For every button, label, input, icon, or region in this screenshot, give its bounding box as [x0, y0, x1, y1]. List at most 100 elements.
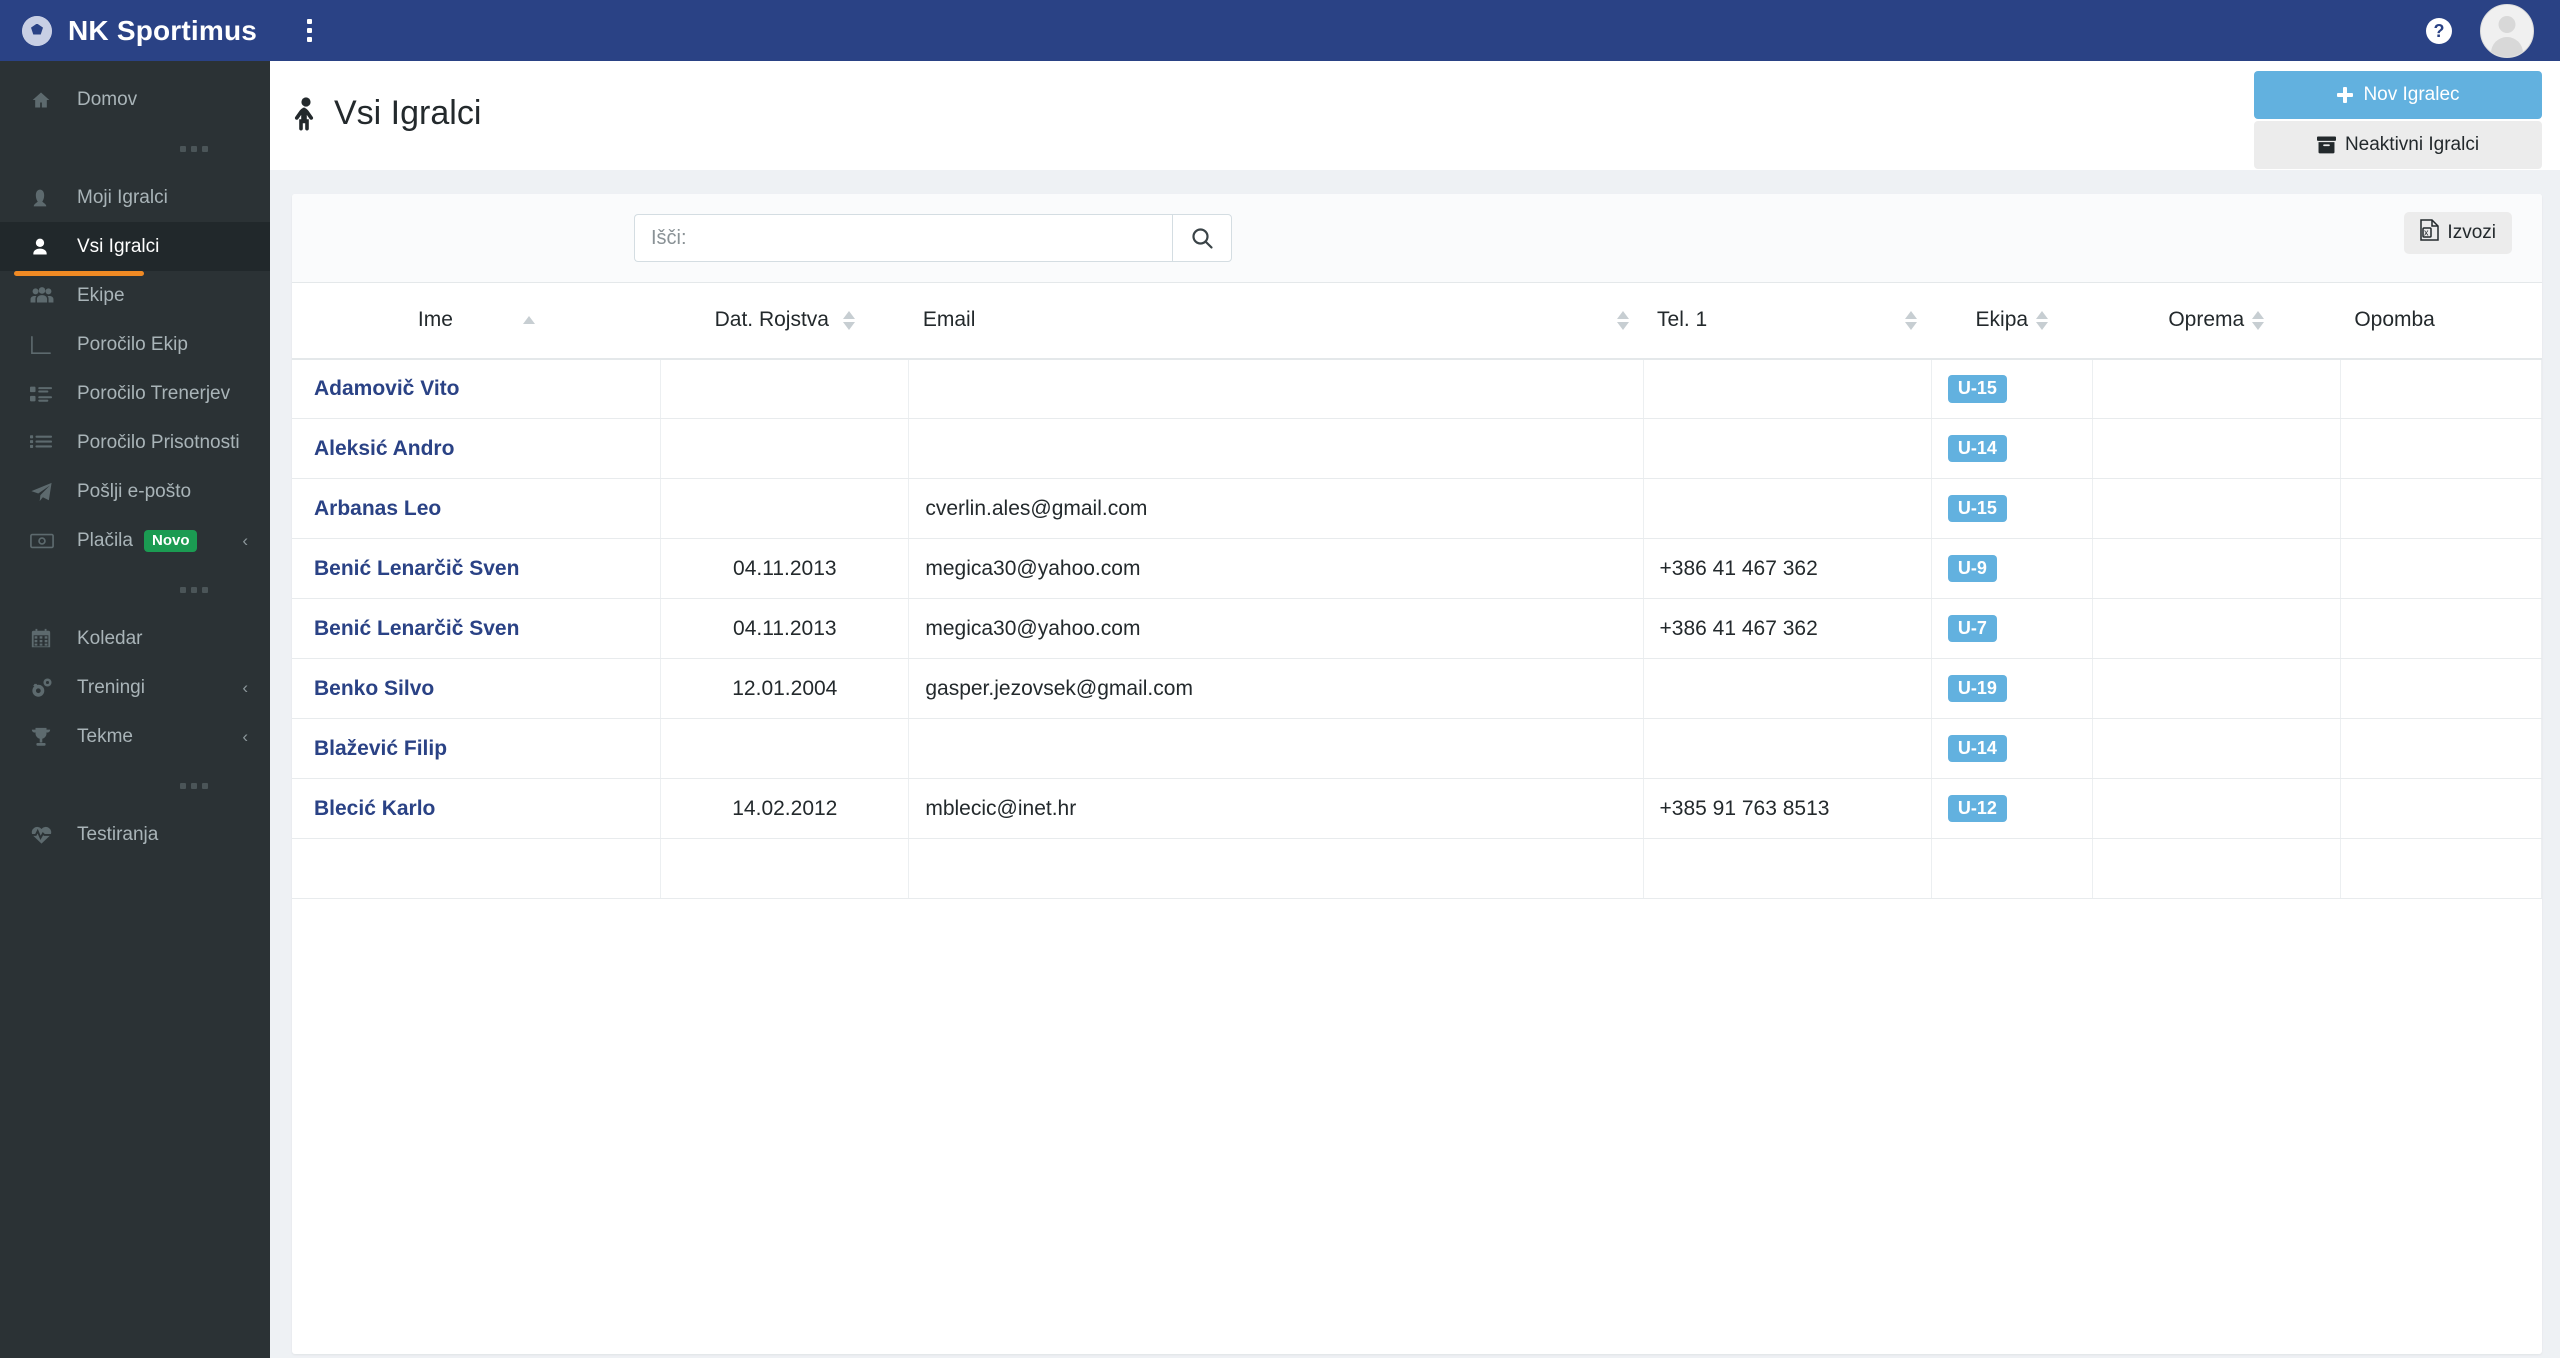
cell-email	[908, 838, 1644, 899]
player-link[interactable]: Blažević Filip	[314, 736, 448, 760]
sidebar-item-porocilo-prisotnosti[interactable]: Poročilo Prisotnosti	[0, 418, 270, 467]
cell-name[interactable]: Adamovič Vito	[292, 358, 662, 419]
sort-icon[interactable]	[842, 310, 855, 330]
player-link[interactable]: Adamovič Vito	[314, 376, 460, 400]
sidebar-item-porocilo-trenerjev[interactable]: Poročilo Trenerjev	[0, 369, 270, 418]
user-icon	[30, 236, 60, 258]
th-label: Ime	[417, 308, 453, 332]
cell-ekipa: U-19	[1931, 658, 2093, 719]
cell-opomba	[2340, 598, 2542, 659]
file-excel-icon: x	[2420, 219, 2440, 247]
search-button[interactable]	[1172, 214, 1232, 262]
table-row[interactable]: Benić Lenarčič Sven 04.11.2013 megica30@…	[292, 598, 2542, 659]
cell-name[interactable]: Benić Lenarčič Sven	[292, 538, 662, 599]
th-ime[interactable]: Ime	[292, 282, 661, 360]
th-email[interactable]: Email	[908, 282, 1644, 360]
player-link[interactable]: Benko Silvo	[314, 676, 435, 700]
sort-icon[interactable]	[1905, 310, 1918, 330]
table-row[interactable]: Adamovič Vito U-15	[292, 358, 2542, 419]
cell-name[interactable]: Benko Silvo	[292, 658, 662, 719]
table-row[interactable]: Blecić Karlo 14.02.2012 mblecic@inet.hr …	[292, 778, 2542, 839]
player-link[interactable]: Blecić Karlo	[314, 796, 436, 820]
th-ekipa[interactable]: Ekipa	[1931, 282, 2093, 360]
sidebar-divider-dots	[0, 761, 270, 810]
sidebar-badge-novo: Novo	[143, 529, 198, 552]
sidebar-item-treningi[interactable]: Treningi ‹	[0, 663, 270, 712]
th-tel1[interactable]: Tel. 1	[1643, 282, 1932, 360]
cell-name[interactable]: Blecić Karlo	[292, 778, 662, 839]
sidebar-item-ekipe[interactable]: Ekipe	[0, 271, 270, 320]
cell-date	[660, 358, 910, 419]
sidebar-item-placila[interactable]: Plačila Novo ‹	[0, 516, 270, 565]
players-table: Ime Dat. Rojstva Email	[292, 282, 2542, 899]
sidebar-label: Testiranja	[77, 823, 159, 845]
cell-opomba	[2340, 658, 2542, 719]
kebab-menu-icon[interactable]	[298, 16, 320, 46]
cell-name[interactable]	[292, 838, 662, 899]
cell-name[interactable]: Aleksić Andro	[292, 418, 662, 479]
sidebar-label: Vsi Igralci	[77, 235, 160, 257]
cell-oprema	[2092, 538, 2341, 599]
cell-oprema	[2092, 838, 2341, 899]
cell-opomba	[2340, 538, 2542, 599]
sort-icon[interactable]	[1617, 310, 1630, 330]
cell-ekipa	[1931, 838, 2093, 899]
sort-asc-icon[interactable]	[522, 316, 535, 325]
chevron-left-icon[interactable]: ‹	[242, 726, 248, 746]
table-row[interactable]: Aleksić Andro U-14	[292, 418, 2542, 479]
table-row[interactable]	[292, 838, 2542, 899]
cell-date: 04.11.2013	[660, 598, 910, 659]
th-oprema[interactable]: Oprema	[2092, 282, 2341, 360]
users-icon	[30, 286, 60, 306]
team-badge: U-12	[1947, 794, 2007, 823]
list-icon	[30, 434, 60, 452]
sidebar-item-testiranja[interactable]: Testiranja	[0, 810, 270, 859]
cell-opomba	[2340, 418, 2542, 479]
cell-tel	[1643, 718, 1932, 779]
th-opomba[interactable]: Opomba	[2340, 282, 2542, 360]
sort-icon[interactable]	[2036, 310, 2049, 330]
table-row[interactable]: Arbanas Leo cverlin.ales@gmail.com U-15	[292, 478, 2542, 539]
chevron-left-icon[interactable]: ‹	[242, 530, 248, 550]
sidebar-divider-dots	[0, 565, 270, 614]
cell-name[interactable]: Arbanas Leo	[292, 478, 662, 539]
brand[interactable]: NK Sportimus	[0, 0, 270, 61]
table-header-row: Ime Dat. Rojstva Email	[292, 282, 2542, 360]
sort-icon[interactable]	[2252, 310, 2265, 330]
search-input[interactable]	[634, 214, 1172, 262]
sidebar-item-porocilo-ekip[interactable]: Poročilo Ekip	[0, 320, 270, 369]
chevron-left-icon[interactable]: ‹	[242, 677, 248, 697]
cell-email	[908, 418, 1644, 479]
page-title-text: Vsi Igralci	[334, 94, 482, 132]
new-player-button[interactable]: Nov Igralec	[2254, 71, 2542, 119]
team-badge: U-15	[1947, 374, 2007, 403]
player-link[interactable]: Benić Lenarčič Sven	[314, 556, 520, 580]
help-circle-icon[interactable]: ?	[2426, 17, 2452, 44]
table-body: Adamovič Vito U-15 Aleksić Andro U-14	[292, 358, 2542, 899]
cell-opomba	[2340, 778, 2542, 839]
export-button[interactable]: x Izvozi	[2404, 212, 2512, 254]
sidebar-item-poslji-eposto[interactable]: Pošlji e-pošto	[0, 467, 270, 516]
player-link[interactable]: Benić Lenarčič Sven	[314, 616, 520, 640]
table-row[interactable]: Benić Lenarčič Sven 04.11.2013 megica30@…	[292, 538, 2542, 599]
sidebar-item-tekme[interactable]: Tekme ‹	[0, 712, 270, 761]
user-avatar-icon[interactable]	[2480, 3, 2534, 58]
sidebar-item-koledar[interactable]: Koledar	[0, 614, 270, 663]
kebab-dot	[306, 19, 312, 24]
team-badge: U-14	[1947, 434, 2007, 463]
player-link[interactable]: Aleksić Andro	[314, 436, 455, 460]
sidebar-item-moji-igralci[interactable]: Moji Igralci	[0, 173, 270, 222]
inactive-players-button[interactable]: Neaktivni Igralci	[2254, 121, 2542, 169]
cell-ekipa: U-12	[1931, 778, 2093, 839]
table-row[interactable]: Blažević Filip U-14	[292, 718, 2542, 779]
cell-name[interactable]: Benić Lenarčič Sven	[292, 598, 662, 659]
sidebar-item-domov[interactable]: Domov	[0, 75, 270, 124]
cell-name[interactable]: Blažević Filip	[292, 718, 662, 779]
th-label: Tel. 1	[1657, 308, 1708, 332]
cell-opomba	[2340, 358, 2542, 419]
th-dat-rojstva[interactable]: Dat. Rojstva	[660, 282, 909, 360]
sidebar-item-vsi-igralci[interactable]: Vsi Igralci	[0, 222, 270, 276]
player-link[interactable]: Arbanas Leo	[314, 496, 442, 520]
table-row[interactable]: Benko Silvo 12.01.2004 gasper.jezovsek@g…	[292, 658, 2542, 719]
cell-oprema	[2092, 718, 2341, 779]
